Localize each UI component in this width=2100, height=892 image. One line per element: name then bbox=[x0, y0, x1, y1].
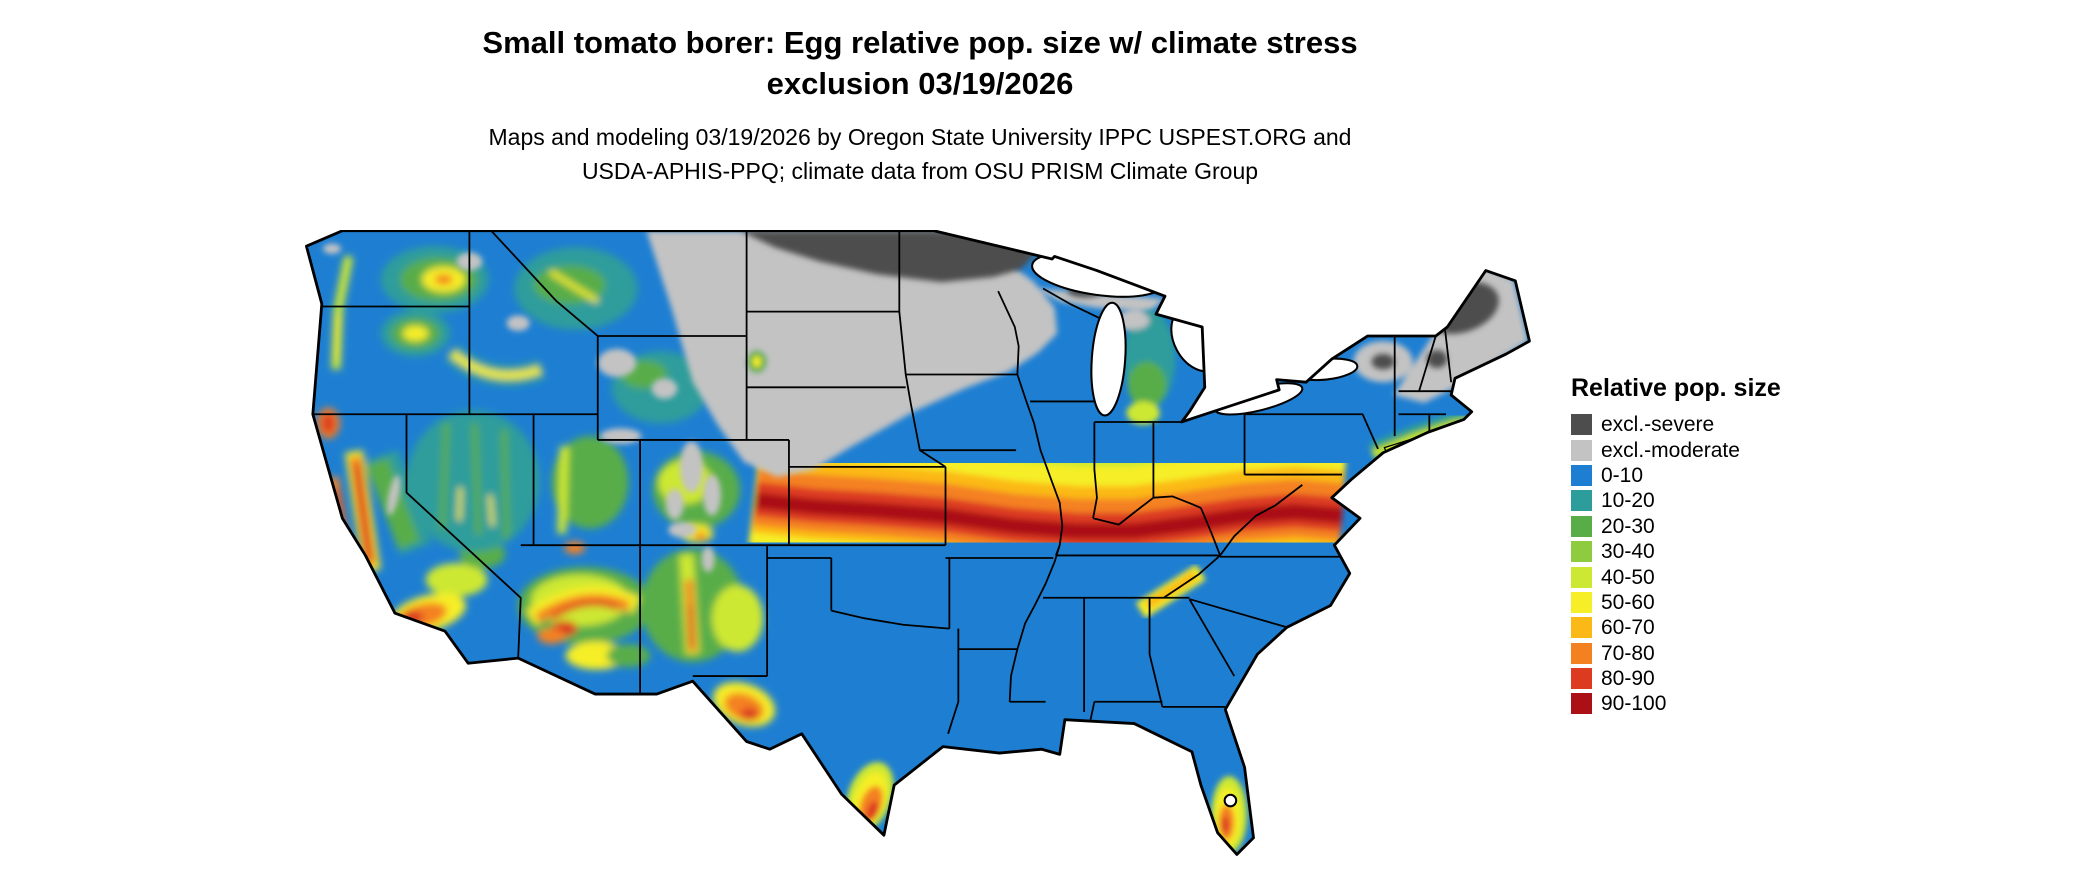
map-attribution-line1: Maps and modeling 03/19/2026 by Oregon S… bbox=[488, 124, 1352, 150]
legend-item: 50-60 bbox=[1571, 590, 1831, 615]
legend-swatch bbox=[1571, 515, 1592, 537]
legend-swatch-icon bbox=[1571, 464, 1592, 486]
legend-swatch bbox=[1571, 566, 1592, 588]
legend-label: 70-80 bbox=[1601, 641, 1655, 665]
map-title-line2: exclusion 03/19/2026 bbox=[766, 66, 1074, 101]
legend-label: excl.-severe bbox=[1601, 413, 1715, 437]
legend-swatch bbox=[1571, 617, 1592, 639]
lake-michigan bbox=[1090, 301, 1127, 417]
legend-label: 20-30 bbox=[1601, 514, 1655, 538]
legend-label: 80-90 bbox=[1601, 667, 1655, 691]
legend-label: 10-20 bbox=[1601, 489, 1655, 513]
legend-label: 50-60 bbox=[1601, 590, 1655, 614]
central-heat-bands bbox=[699, 361, 1409, 620]
legend-swatch bbox=[1571, 591, 1592, 613]
legend-swatch bbox=[1571, 439, 1592, 461]
legend-label: 30-40 bbox=[1601, 540, 1655, 564]
map-header: Small tomato borer: Egg relative pop. si… bbox=[0, 22, 1840, 188]
map-attribution-line2: USDA-APHIS-PPQ; climate data from OSU PR… bbox=[581, 158, 1259, 184]
map-attribution: Maps and modeling 03/19/2026 by Oregon S… bbox=[0, 120, 1840, 188]
appalachian-valley-stripe bbox=[1135, 564, 1206, 619]
legend-title: Relative pop. size bbox=[1571, 374, 1781, 402]
legend-swatch-icon bbox=[1571, 439, 1592, 461]
us-map-svg bbox=[305, 229, 1531, 856]
legend-swatch bbox=[1571, 668, 1592, 690]
legend-label: 40-50 bbox=[1601, 565, 1655, 589]
legend-swatch-icon bbox=[1571, 541, 1592, 563]
legend-label: 0-10 bbox=[1601, 463, 1644, 487]
map-title-line1: Small tomato borer: Egg relative pop. si… bbox=[482, 25, 1358, 60]
legend-item: 20-30 bbox=[1571, 514, 1831, 539]
legend-item: excl.-moderate bbox=[1571, 437, 1831, 462]
legend-swatch-icon bbox=[1571, 693, 1592, 715]
legend-item: 40-50 bbox=[1571, 564, 1831, 589]
legend: Relative pop. size excl.-severe excl.-mo… bbox=[1571, 374, 1831, 717]
legend-swatch-icon bbox=[1571, 591, 1592, 613]
us-map-figure bbox=[300, 229, 1532, 886]
legend-swatch-icon bbox=[1571, 515, 1592, 537]
legend-swatch-icon bbox=[1571, 668, 1592, 690]
legend-item: 70-80 bbox=[1571, 641, 1831, 666]
legend-swatch-icon bbox=[1571, 617, 1592, 639]
legend-swatch bbox=[1571, 490, 1592, 512]
legend-swatch bbox=[1571, 464, 1592, 486]
legend-item: 60-70 bbox=[1571, 615, 1831, 640]
legend-item: 10-20 bbox=[1571, 488, 1831, 513]
legend-label: 60-70 bbox=[1601, 616, 1655, 640]
exclusion-moderate-region bbox=[323, 230, 1529, 573]
legend-swatch-icon bbox=[1571, 566, 1592, 588]
legend-swatch bbox=[1571, 693, 1592, 715]
michigan-tones bbox=[1118, 310, 1176, 425]
legend-label: 90-100 bbox=[1601, 692, 1667, 716]
state-borders bbox=[312, 230, 1453, 735]
legend-swatch bbox=[1571, 541, 1592, 563]
legend-item: 0-10 bbox=[1571, 463, 1831, 488]
legend-swatch-icon bbox=[1571, 414, 1592, 436]
western-terrain-mottle bbox=[316, 246, 775, 727]
map-title: Small tomato borer: Egg relative pop. si… bbox=[0, 22, 1840, 104]
lake-okeechobee bbox=[1223, 793, 1238, 808]
legend-swatch-icon bbox=[1571, 642, 1592, 664]
legend-swatch bbox=[1571, 642, 1592, 664]
legend-item: 90-100 bbox=[1571, 691, 1831, 716]
legend-swatch-icon bbox=[1571, 490, 1592, 512]
legend-label: excl.-moderate bbox=[1601, 438, 1740, 462]
us-outline bbox=[305, 229, 1531, 856]
legend-item: 80-90 bbox=[1571, 666, 1831, 691]
legend-item: excl.-severe bbox=[1571, 412, 1831, 437]
legend-item: 30-40 bbox=[1571, 539, 1831, 564]
legend-swatch bbox=[1571, 414, 1592, 436]
